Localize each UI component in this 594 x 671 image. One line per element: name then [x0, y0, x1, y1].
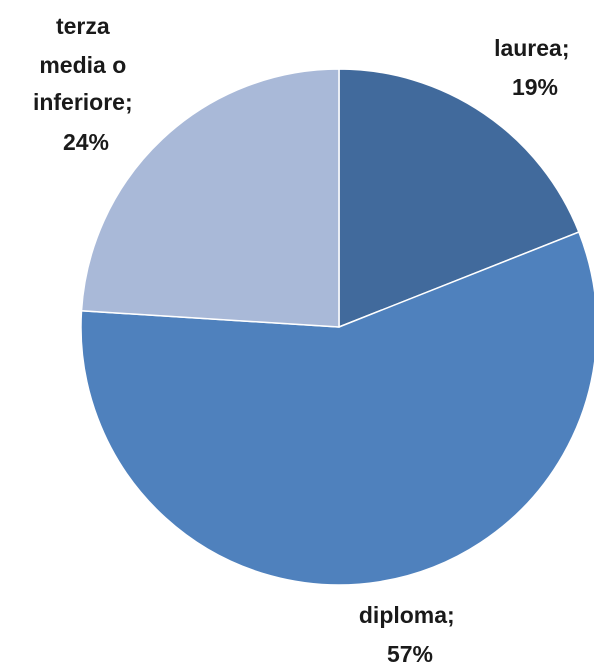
slice-label-diploma: diploma; 57%: [359, 602, 461, 666]
slice-label-laurea: laurea; 19%: [494, 35, 576, 100]
pie-slice-0: [338, 68, 580, 329]
pie-slice-2: [80, 68, 340, 328]
pie-slices: [80, 68, 594, 586]
slice-label-terza-media: terza media o inferiore; 24%: [33, 13, 139, 155]
